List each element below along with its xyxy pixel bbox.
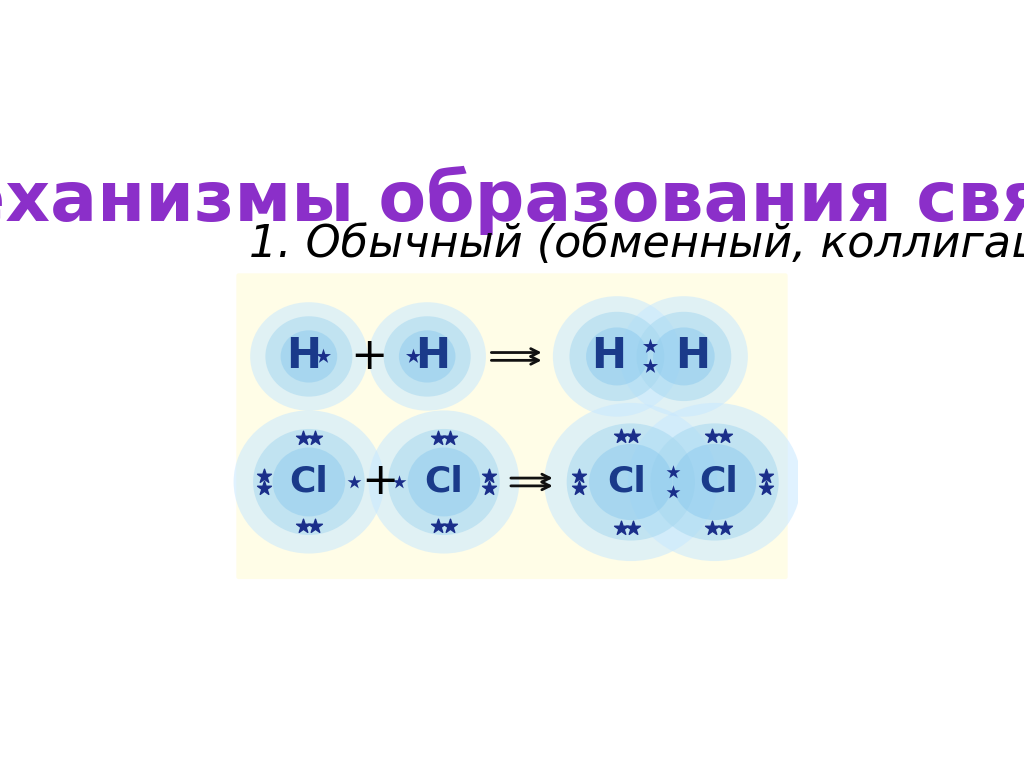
- Point: [404, 351, 421, 363]
- Point: [705, 430, 721, 442]
- Point: [717, 522, 733, 535]
- Point: [295, 433, 311, 445]
- Ellipse shape: [253, 429, 365, 535]
- Point: [391, 476, 408, 488]
- Text: Cl: Cl: [699, 465, 738, 499]
- Point: [612, 430, 629, 442]
- Ellipse shape: [250, 302, 368, 410]
- Text: H: H: [591, 335, 626, 377]
- Text: 1. Обычный (обменный, коллигация): 1. Обычный (обменный, коллигация): [249, 223, 1024, 266]
- Point: [612, 522, 629, 535]
- Ellipse shape: [399, 331, 456, 383]
- Ellipse shape: [272, 447, 345, 516]
- Point: [758, 469, 774, 482]
- Ellipse shape: [569, 312, 665, 401]
- Point: [430, 519, 446, 532]
- Text: +: +: [361, 460, 398, 503]
- Point: [480, 469, 497, 482]
- Ellipse shape: [265, 316, 352, 397]
- Point: [480, 482, 497, 494]
- Point: [570, 469, 587, 482]
- Point: [625, 522, 641, 535]
- Point: [295, 519, 311, 532]
- Point: [345, 476, 361, 488]
- Point: [642, 341, 658, 353]
- Point: [625, 430, 641, 442]
- Point: [642, 360, 658, 373]
- Point: [256, 482, 272, 494]
- Ellipse shape: [544, 403, 718, 561]
- Ellipse shape: [620, 296, 748, 416]
- Ellipse shape: [628, 403, 801, 561]
- Ellipse shape: [369, 410, 519, 554]
- Ellipse shape: [673, 444, 757, 520]
- Ellipse shape: [650, 423, 778, 541]
- Ellipse shape: [637, 312, 731, 401]
- Point: [570, 482, 587, 494]
- Ellipse shape: [553, 296, 681, 416]
- Text: Механизмы образования связи: Механизмы образования связи: [0, 166, 1024, 235]
- Ellipse shape: [281, 331, 337, 383]
- Ellipse shape: [653, 328, 715, 386]
- Ellipse shape: [384, 316, 471, 397]
- Point: [442, 433, 459, 445]
- Ellipse shape: [408, 447, 480, 516]
- Point: [665, 486, 681, 498]
- Point: [705, 522, 721, 535]
- Point: [717, 430, 733, 442]
- Text: +: +: [350, 335, 387, 378]
- Ellipse shape: [369, 302, 486, 410]
- Text: Cl: Cl: [607, 465, 646, 499]
- FancyBboxPatch shape: [237, 273, 787, 579]
- Text: Cl: Cl: [425, 465, 463, 499]
- Ellipse shape: [233, 410, 384, 554]
- Text: H: H: [286, 335, 321, 377]
- Point: [307, 519, 324, 532]
- Point: [665, 466, 681, 478]
- Point: [256, 469, 272, 482]
- Text: Cl: Cl: [290, 465, 329, 499]
- Point: [307, 433, 324, 445]
- Point: [758, 482, 774, 494]
- Point: [430, 433, 446, 445]
- Point: [315, 351, 332, 363]
- Text: H: H: [416, 335, 451, 377]
- Ellipse shape: [589, 444, 673, 520]
- Point: [442, 519, 459, 532]
- Text: H: H: [675, 335, 710, 377]
- Ellipse shape: [586, 328, 648, 386]
- Ellipse shape: [566, 423, 695, 541]
- Ellipse shape: [388, 429, 500, 535]
